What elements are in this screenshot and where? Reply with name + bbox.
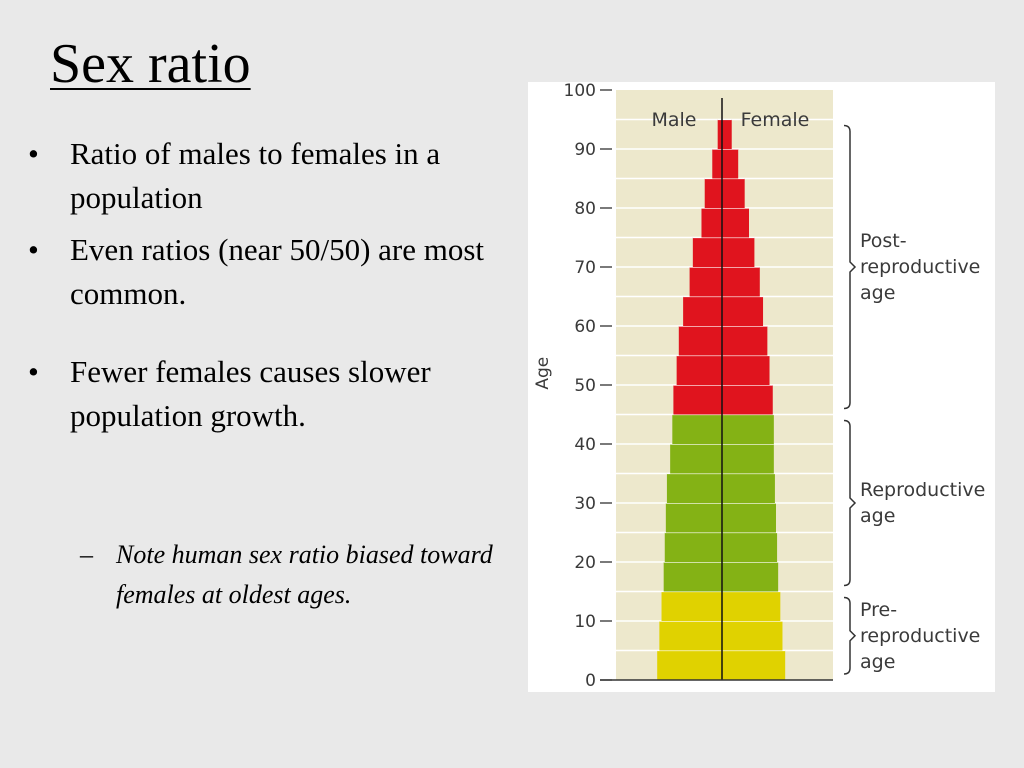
female-bar bbox=[722, 444, 774, 474]
male-bar bbox=[670, 444, 722, 474]
female-bar bbox=[722, 414, 774, 444]
female-bar bbox=[722, 296, 764, 326]
male-bar bbox=[704, 178, 722, 208]
sub-bullet-text: Note human sex ratio biased toward femal… bbox=[116, 540, 493, 609]
bullet-dot: • bbox=[28, 136, 39, 171]
male-bar bbox=[672, 414, 722, 444]
bullet-dot: • bbox=[28, 232, 39, 267]
male-bar bbox=[683, 296, 722, 326]
population-pyramid-chart: 0 10 20 30 40 50 60 70 80 90 100 Age Male Female Pre-r… bbox=[528, 82, 995, 692]
female-bar bbox=[722, 385, 773, 415]
sub-bullet-dash: – bbox=[80, 540, 93, 569]
female-bar bbox=[722, 532, 778, 562]
y-tick-label: 50 bbox=[574, 376, 596, 396]
male-bar bbox=[661, 591, 722, 621]
group-label: Reproductive age bbox=[860, 479, 985, 527]
group-label-line: age bbox=[860, 651, 895, 673]
male-bar bbox=[717, 119, 722, 149]
bullet-text: Fewer females causes slower population g… bbox=[70, 354, 431, 433]
bullet-item: • Ratio of males to females in a populat… bbox=[28, 132, 498, 220]
population-pyramid-svg: 0 10 20 30 40 50 60 70 80 90 100 Age Male Female Pre-r… bbox=[528, 82, 995, 692]
female-bar bbox=[722, 326, 768, 356]
y-tick-label: 20 bbox=[574, 553, 596, 573]
y-tick-label: 10 bbox=[574, 612, 596, 632]
female-header: Female bbox=[741, 109, 810, 131]
bullet-list: • Ratio of males to females in a populat… bbox=[28, 132, 498, 438]
y-tick-label: 60 bbox=[574, 317, 596, 337]
group-label-line: age bbox=[860, 505, 895, 527]
female-bar bbox=[722, 208, 749, 238]
group-bracket bbox=[843, 596, 857, 675]
female-bar bbox=[722, 355, 770, 385]
male-bar bbox=[689, 267, 722, 297]
bullet-dot: • bbox=[28, 354, 39, 389]
female-bar bbox=[722, 149, 739, 179]
slide-title: Sex ratio bbox=[50, 33, 251, 95]
group-label: Post-reproductive age bbox=[860, 230, 980, 304]
group-label-line: reproductive bbox=[860, 256, 980, 278]
male-bar bbox=[673, 385, 722, 415]
female-bar bbox=[722, 237, 755, 267]
y-tick-label: 30 bbox=[574, 494, 596, 514]
male-bar bbox=[676, 355, 722, 385]
group-label-line: Post- bbox=[860, 230, 907, 252]
group-bracket bbox=[843, 419, 857, 587]
group-label: Pre-reproductive age bbox=[860, 599, 980, 673]
y-tick-label: 80 bbox=[574, 199, 596, 219]
male-bar bbox=[678, 326, 722, 356]
male-header: Male bbox=[651, 109, 696, 131]
female-bar bbox=[722, 650, 786, 680]
group-label-line: reproductive bbox=[860, 625, 980, 647]
female-bar bbox=[722, 178, 745, 208]
male-bar bbox=[692, 237, 722, 267]
male-bar bbox=[665, 503, 722, 533]
male-bar bbox=[712, 149, 722, 179]
y-tick-label: 0 bbox=[585, 671, 596, 691]
male-bar bbox=[659, 621, 722, 651]
female-bar bbox=[722, 267, 760, 297]
group-label-line: Reproductive bbox=[860, 479, 985, 501]
y-tick-label: 90 bbox=[574, 140, 596, 160]
sub-bullet: – Note human sex ratio biased toward fem… bbox=[80, 535, 516, 615]
y-tick-label: 70 bbox=[574, 258, 596, 278]
group-label-line: age bbox=[860, 282, 895, 304]
male-bar bbox=[657, 650, 722, 680]
y-axis-label: Age bbox=[533, 357, 553, 390]
male-bar bbox=[666, 473, 722, 503]
group-bracket bbox=[843, 124, 857, 410]
female-bar bbox=[722, 473, 775, 503]
male-bar bbox=[664, 532, 722, 562]
bullet-item: • Fewer females causes slower population… bbox=[28, 350, 498, 438]
male-bar bbox=[663, 562, 722, 592]
female-bar bbox=[722, 562, 779, 592]
y-tick-label: 100 bbox=[564, 82, 596, 101]
female-bar bbox=[722, 503, 776, 533]
bullet-text: Ratio of males to females in a populatio… bbox=[70, 136, 441, 215]
male-bar bbox=[701, 208, 722, 238]
bullet-item: • Even ratios (near 50/50) are most comm… bbox=[28, 228, 498, 316]
female-bar bbox=[722, 591, 781, 621]
group-label-line: Pre- bbox=[860, 599, 897, 621]
female-bar bbox=[722, 621, 783, 651]
bullet-text: Even ratios (near 50/50) are most common… bbox=[70, 232, 485, 311]
female-bar bbox=[722, 119, 732, 149]
y-tick-label: 40 bbox=[574, 435, 596, 455]
